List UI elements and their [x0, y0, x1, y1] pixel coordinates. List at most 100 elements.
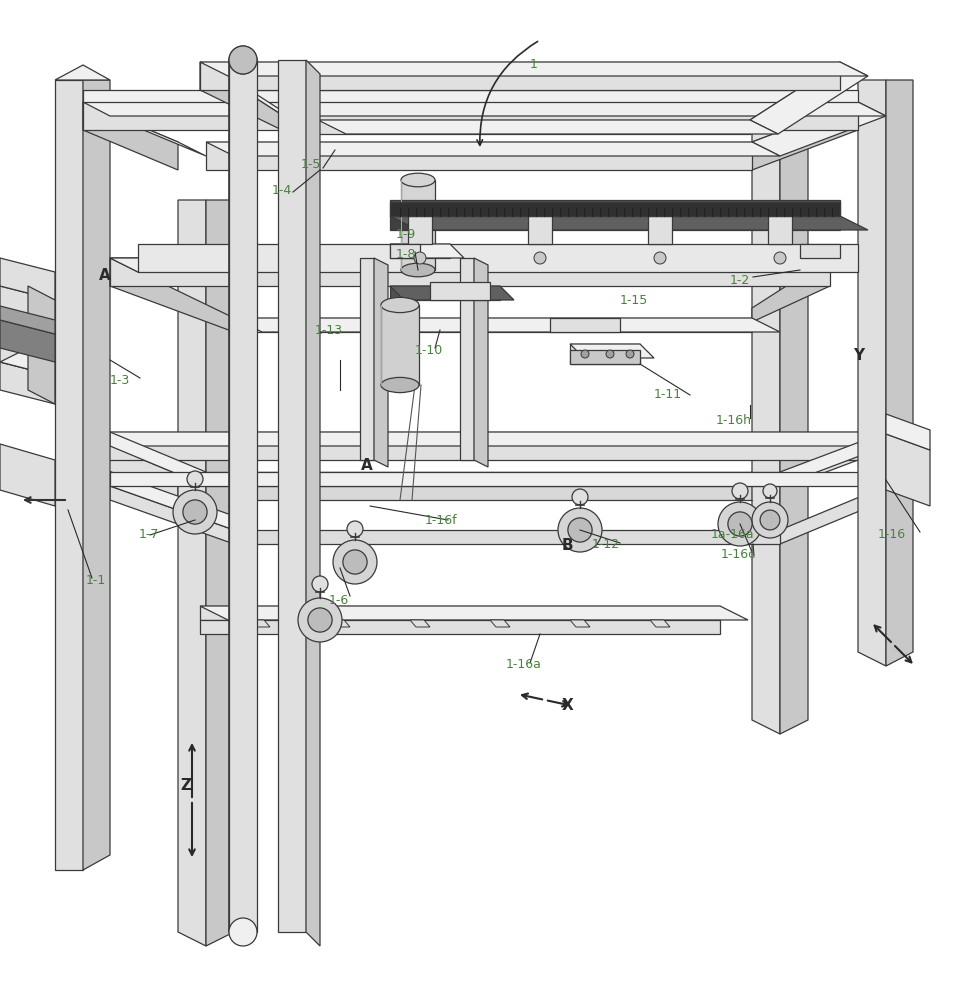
Polygon shape — [306, 60, 319, 946]
Polygon shape — [0, 286, 55, 376]
Text: 1-10: 1-10 — [415, 344, 443, 357]
Polygon shape — [83, 90, 857, 102]
Polygon shape — [206, 472, 751, 500]
Text: Z: Z — [180, 778, 192, 792]
Polygon shape — [206, 142, 751, 170]
Polygon shape — [206, 142, 780, 156]
Circle shape — [580, 350, 588, 358]
Text: 1-1: 1-1 — [86, 574, 106, 586]
Polygon shape — [527, 216, 552, 244]
Circle shape — [773, 252, 785, 264]
Polygon shape — [229, 60, 256, 932]
Text: 1: 1 — [529, 58, 537, 72]
Polygon shape — [83, 102, 885, 116]
Polygon shape — [490, 620, 510, 627]
Circle shape — [718, 502, 761, 546]
Polygon shape — [110, 258, 857, 272]
Circle shape — [172, 490, 216, 534]
Polygon shape — [749, 62, 867, 134]
Circle shape — [312, 576, 328, 592]
Polygon shape — [83, 432, 885, 446]
Polygon shape — [400, 180, 435, 270]
Polygon shape — [430, 282, 490, 300]
Polygon shape — [83, 432, 857, 460]
Polygon shape — [200, 62, 317, 134]
Polygon shape — [317, 120, 778, 134]
Polygon shape — [200, 606, 747, 620]
Polygon shape — [0, 444, 55, 506]
Polygon shape — [380, 305, 418, 385]
Text: 1-4: 1-4 — [272, 184, 292, 196]
Text: 1-15: 1-15 — [619, 294, 648, 306]
Polygon shape — [0, 306, 55, 334]
Polygon shape — [110, 258, 857, 272]
Polygon shape — [110, 258, 829, 286]
Polygon shape — [390, 216, 867, 230]
Polygon shape — [83, 80, 110, 870]
Polygon shape — [200, 62, 867, 76]
Circle shape — [762, 484, 776, 498]
Polygon shape — [885, 414, 929, 450]
Polygon shape — [569, 620, 589, 627]
Polygon shape — [206, 472, 780, 486]
Text: 1-16: 1-16 — [877, 528, 904, 542]
Text: 1-5: 1-5 — [300, 158, 320, 172]
Polygon shape — [0, 362, 55, 404]
Polygon shape — [110, 432, 206, 486]
Polygon shape — [390, 244, 463, 258]
Circle shape — [342, 550, 367, 574]
Polygon shape — [390, 244, 450, 258]
Polygon shape — [751, 102, 885, 156]
Polygon shape — [751, 258, 829, 322]
Circle shape — [751, 502, 787, 538]
Circle shape — [558, 508, 601, 552]
Polygon shape — [200, 62, 840, 90]
Polygon shape — [83, 432, 206, 486]
Polygon shape — [0, 258, 55, 300]
Polygon shape — [751, 102, 857, 170]
Polygon shape — [569, 344, 654, 358]
Polygon shape — [780, 486, 885, 544]
Polygon shape — [390, 286, 499, 300]
Polygon shape — [390, 200, 840, 216]
Polygon shape — [83, 432, 178, 500]
Text: 1-16c: 1-16c — [720, 548, 755, 562]
Polygon shape — [857, 80, 885, 666]
Circle shape — [760, 510, 780, 530]
Polygon shape — [83, 102, 206, 156]
Polygon shape — [390, 216, 840, 230]
Polygon shape — [800, 244, 840, 258]
Text: 1-11: 1-11 — [653, 388, 680, 401]
Circle shape — [727, 512, 751, 536]
Polygon shape — [359, 258, 374, 460]
Polygon shape — [233, 318, 780, 332]
Polygon shape — [550, 318, 619, 332]
Polygon shape — [233, 318, 751, 332]
Polygon shape — [374, 258, 388, 467]
Text: 1-2: 1-2 — [729, 273, 749, 286]
Polygon shape — [200, 606, 720, 620]
Text: 1-7: 1-7 — [138, 528, 158, 542]
Polygon shape — [459, 258, 474, 460]
Polygon shape — [390, 244, 419, 258]
Polygon shape — [751, 432, 857, 500]
Text: A: A — [99, 267, 111, 282]
Polygon shape — [250, 620, 270, 627]
Polygon shape — [390, 286, 514, 300]
Circle shape — [534, 252, 545, 264]
Text: 1-9: 1-9 — [395, 229, 416, 241]
Circle shape — [414, 252, 426, 264]
Circle shape — [229, 918, 256, 946]
Polygon shape — [110, 486, 233, 544]
Circle shape — [333, 540, 376, 584]
Circle shape — [187, 471, 203, 487]
Polygon shape — [110, 258, 233, 332]
Text: 1-6: 1-6 — [329, 593, 349, 606]
Text: Y: Y — [852, 348, 863, 362]
Polygon shape — [200, 620, 720, 634]
Polygon shape — [780, 120, 807, 734]
Text: 1-13: 1-13 — [314, 324, 342, 336]
Polygon shape — [83, 102, 857, 130]
Polygon shape — [390, 202, 840, 216]
Polygon shape — [55, 80, 83, 870]
